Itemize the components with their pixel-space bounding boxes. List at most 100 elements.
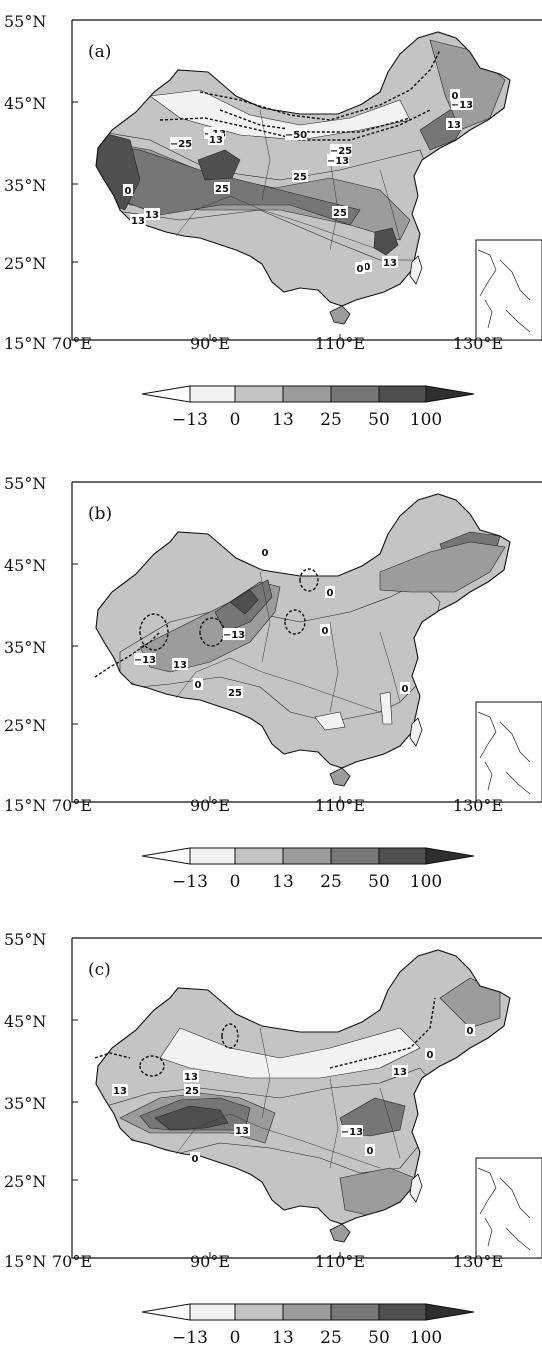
shaded-region	[229, 589, 259, 615]
colorbar-segment	[234, 847, 284, 865]
contour-label-box	[123, 184, 133, 196]
negative-contour	[299, 568, 319, 592]
contour-label: 0	[427, 1050, 434, 1061]
lat-label: 35°N	[4, 176, 47, 195]
lon-label: 90°E	[189, 796, 231, 815]
contour-label: 13	[173, 660, 187, 671]
lon-label: 130°E	[452, 334, 504, 353]
colorbar-right-arrow	[425, 385, 475, 403]
contour-label-box	[400, 682, 410, 694]
contour-label: −13	[134, 655, 156, 666]
contour-label-box	[183, 1070, 199, 1082]
colorbar-segment	[189, 385, 236, 403]
colorbar-segment	[189, 1303, 236, 1321]
china-outline	[95, 949, 511, 1225]
map-canvas-b: −13 −13 13 25 0 0 0 0 0	[71, 481, 542, 865]
panel-label: (c)	[88, 960, 111, 980]
negative-contour	[94, 631, 161, 678]
colorbar-tick-label: 0	[229, 872, 241, 892]
contour-label: −25	[170, 139, 192, 150]
hainan-island	[329, 305, 351, 325]
shaded-region	[154, 1105, 229, 1131]
contour-label: 13	[184, 1072, 198, 1083]
contour-label: −50	[285, 130, 307, 141]
lat-label: 35°N	[4, 1094, 47, 1113]
contour-label-box	[292, 170, 308, 182]
contour-label: 13	[145, 210, 159, 221]
colorbar-right-arrow	[425, 1303, 475, 1321]
contour-label: 13	[383, 258, 397, 269]
colorbar-tick-label: 50	[368, 872, 390, 892]
shaded-region	[379, 541, 506, 593]
internal-boundary	[175, 571, 401, 713]
contour-label: 0	[467, 1026, 474, 1037]
contour-label-box	[190, 1152, 200, 1164]
contour-label-box	[365, 1144, 375, 1156]
contour-label-box	[214, 182, 230, 194]
lon-label: 110°E	[314, 1252, 366, 1271]
contour-label-box	[355, 262, 365, 274]
china-outline	[95, 31, 511, 307]
south-china-sea-inset	[475, 239, 542, 341]
negative-contour	[94, 1052, 131, 1059]
contour-label-box	[227, 686, 243, 698]
contour-label-box	[223, 628, 245, 640]
negative-contour	[139, 1055, 165, 1077]
lon-label: 130°E	[452, 1252, 504, 1271]
contour-label-box	[234, 1124, 250, 1136]
contour-label: 0	[364, 262, 371, 273]
contour-label: 13	[235, 1126, 249, 1137]
negative-contour	[329, 997, 436, 1069]
lat-label: 45°N	[4, 94, 47, 113]
internal-boundary	[175, 109, 401, 251]
colorbar-segment	[282, 1303, 332, 1321]
lat-label: 45°N	[4, 556, 47, 575]
colorbar-tick-label: 50	[368, 1328, 390, 1348]
colorbar-segment	[330, 847, 380, 865]
lat-label: 15°N	[4, 1252, 47, 1271]
lat-label: 25°N	[4, 716, 47, 735]
lon-label: 110°E	[314, 334, 366, 353]
contour-label: 0	[195, 680, 202, 691]
contour-label-box	[330, 144, 352, 156]
colorbar-right-arrow	[425, 847, 475, 865]
contour-label-box	[362, 260, 372, 272]
colorbar-tick-label: −13	[172, 872, 208, 892]
china-outline	[95, 493, 511, 769]
colorbar-segment	[378, 1303, 427, 1321]
contour-label: 13	[209, 135, 223, 146]
contour-label-box	[332, 206, 348, 218]
lon-label: 130°E	[452, 796, 504, 815]
lon-label: 70°E	[51, 1252, 93, 1271]
shaded-region	[439, 977, 501, 1029]
lon-label: 70°E	[51, 334, 93, 353]
contour-label: 25	[185, 1086, 199, 1097]
taiwan-island	[409, 1173, 423, 1203]
panel-label: (b)	[88, 504, 113, 524]
contour-label: 13	[113, 1086, 127, 1097]
contour-label: 25	[215, 184, 229, 195]
colorbar-segment	[378, 385, 427, 403]
contour-label: −13	[341, 1127, 363, 1138]
contour-label: 0	[322, 626, 329, 637]
lat-label: 45°N	[4, 1012, 47, 1031]
contour-label: 0	[125, 186, 132, 197]
contour-label: −13	[223, 630, 245, 641]
contour-label-box	[172, 658, 188, 670]
lon-label: 90°E	[189, 334, 231, 353]
taiwan-island	[409, 717, 423, 747]
negative-contour	[219, 109, 411, 133]
lat-label: 25°N	[4, 1172, 47, 1191]
colorbar-tick-label: 25	[320, 872, 342, 892]
contour-label-box	[208, 133, 224, 145]
map-canvas-c: 13 13 25 13 0 0 −13 0 13 0	[71, 937, 542, 1321]
negative-contour	[199, 49, 441, 121]
shaded-region	[373, 227, 399, 256]
contour-label-box	[112, 1084, 128, 1096]
contour-label-box	[170, 137, 192, 149]
contour-label: 25	[228, 688, 242, 699]
china-base-fill	[96, 950, 510, 1224]
contour-label-box	[465, 1024, 475, 1036]
contour-label-box	[184, 1084, 200, 1096]
